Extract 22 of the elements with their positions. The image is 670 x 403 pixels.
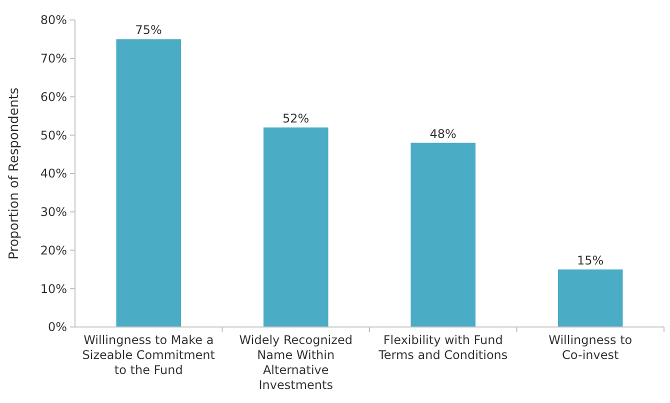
bar	[263, 127, 328, 327]
y-tick-label: 40%	[40, 166, 67, 181]
y-tick-label: 30%	[40, 205, 67, 220]
y-tick-label: 50%	[40, 128, 67, 142]
x-tick-label: Willingness to Make a Sizeable Commitment to the Fund	[82, 333, 216, 377]
bar	[410, 142, 476, 327]
x-tick-label: Willingness to Co-invest	[548, 333, 632, 362]
y-tick-label: 60%	[40, 90, 67, 104]
bar	[116, 39, 182, 327]
bar	[558, 269, 623, 327]
x-tick-label: Flexibility with Fund Terms and Conditions	[378, 333, 508, 362]
data-label: 15%	[577, 253, 604, 268]
y-tick-label: 20%	[40, 243, 67, 258]
y-tick-label: 10%	[40, 282, 67, 296]
data-label: 52%	[282, 111, 310, 126]
x-tick-label: Widely Recognized Name Within Alternative Investments	[239, 333, 352, 392]
y-tick-label: 80%	[40, 13, 67, 28]
y-tick-label: 0%	[48, 320, 67, 334]
data-label: 48%	[430, 126, 456, 141]
data-label: 75%	[135, 23, 162, 38]
y-axis-title: Proportion of Respondents	[7, 87, 22, 260]
y-tick-label: 70%	[40, 52, 67, 66]
